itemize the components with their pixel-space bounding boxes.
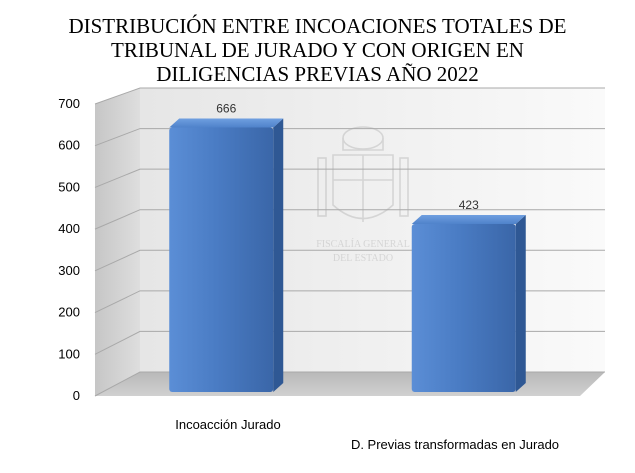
y-tick-label: 500 xyxy=(58,179,80,194)
chart-title-line-1: DISTRIBUCIÓN ENTRE INCOACIONES TOTALES D… xyxy=(68,14,567,38)
bar-top xyxy=(169,118,284,128)
watermark-line-2: DEL ESTADO xyxy=(333,253,393,264)
bar xyxy=(411,215,526,392)
y-tick-label: 600 xyxy=(58,138,80,153)
y-tick-label: 700 xyxy=(58,96,80,111)
bar-front xyxy=(169,127,274,392)
bars: 666 423 xyxy=(169,102,526,392)
chart-title-line-3: DILIGENCIAS PREVIAS AÑO 2022 xyxy=(156,62,479,86)
y-tick-label: 400 xyxy=(58,221,80,236)
chart-title: DISTRIBUCIÓN ENTRE INCOACIONES TOTALES D… xyxy=(0,14,635,86)
gridline xyxy=(94,128,605,147)
bar xyxy=(169,118,284,392)
category-labels: Incoacción Jurado D. Previas transformada… xyxy=(175,417,559,452)
gridline xyxy=(94,168,605,188)
y-tick-label: 0 xyxy=(73,388,80,403)
bar-side xyxy=(273,118,284,392)
y-tick-label: 300 xyxy=(58,263,80,278)
bar-front xyxy=(411,224,516,392)
gridline xyxy=(94,209,605,230)
y-tick-label: 200 xyxy=(58,305,80,320)
y-tick-label: 100 xyxy=(58,346,80,361)
gridline xyxy=(94,87,605,105)
y-axis-ticks: 0 100 200 300 400 500 600 700 xyxy=(58,96,80,403)
watermark-line-1: FISCALÍA GENERAL xyxy=(316,238,410,250)
data-label: 423 xyxy=(459,198,479,212)
category-label: Incoacción Jurado xyxy=(175,417,281,432)
bar-side xyxy=(515,215,526,392)
chart-title-line-2: TRIBUNAL DE JURADO Y CON ORIGEN EN xyxy=(111,38,524,62)
side-wall xyxy=(95,88,140,396)
bar-top xyxy=(411,215,526,225)
watermark-logo: FISCALÍA GENERAL DEL ESTADO xyxy=(316,126,410,264)
coat-of-arms-icon xyxy=(317,126,409,222)
category-label: D. Previas transformadas en Jurado xyxy=(351,437,559,452)
data-label: 666 xyxy=(216,102,236,116)
